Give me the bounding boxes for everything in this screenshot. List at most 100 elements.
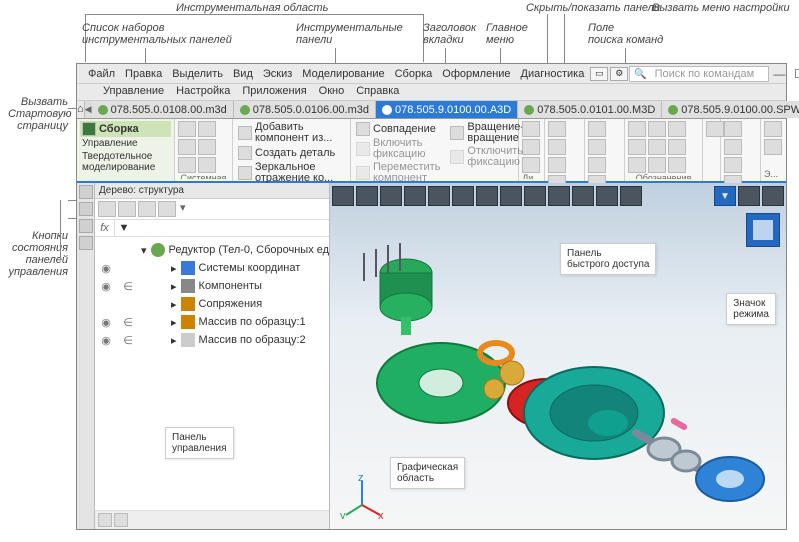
tree-item[interactable]: Массив по образцу:2 [199,334,306,346]
tool-icon[interactable] [588,157,606,173]
home-tab-icon[interactable]: ⌂ [77,101,85,118]
tool-icon[interactable] [724,121,742,137]
menu-view[interactable]: Вид [228,66,258,82]
vtool-filter-icon[interactable]: ▼ [714,186,736,206]
toggle-panels-icon[interactable]: ▭ [590,67,608,81]
tree-item[interactable]: Массив по образцу:1 [199,316,306,328]
state-button-icon[interactable] [79,202,93,216]
vtool-icon[interactable] [572,186,594,206]
create-part[interactable]: Создать деталь [236,145,347,161]
tab-3[interactable]: 078.505.0.0101.00.M3D [518,101,662,118]
panelset-manage[interactable]: Управление [80,137,171,150]
menu-diag[interactable]: Диагностика [516,66,590,82]
tool-icon[interactable] [764,139,782,155]
vtool-icon[interactable] [332,186,354,206]
tree-tool-icon[interactable] [98,201,116,217]
vtool-icon[interactable] [476,186,498,206]
vtool-icon[interactable] [380,186,402,206]
tree-view[interactable]: ▾Редуктор (Тел-0, Сборочных един ◉▸Систе… [95,237,329,510]
rotation[interactable]: Вращение- вращение [448,121,526,145]
tree-tool-icon[interactable] [118,201,136,217]
vtool-icon[interactable] [762,186,784,206]
tool-icon[interactable] [724,139,742,155]
vtool-icon[interactable] [500,186,522,206]
state-button-icon[interactable] [79,236,93,250]
tab-0[interactable]: 078.505.0.0108.00.m3d [92,101,234,118]
tool-icon[interactable] [198,121,216,137]
minimize-button[interactable]: — [769,67,789,81]
menu-modeling[interactable]: Моделирование [297,66,389,82]
maximize-button[interactable]: ☐ [789,67,799,81]
tool-icon[interactable] [668,121,686,137]
tool-icon[interactable] [548,139,566,155]
tool-icon[interactable] [588,121,606,137]
tree-bot-icon[interactable] [98,513,112,527]
panelset-title[interactable]: Сборка [80,121,171,137]
tool-icon[interactable] [628,121,646,137]
panelset-solid[interactable]: Твердотельное моделирование [80,150,171,174]
menu-design[interactable]: Оформление [437,66,515,82]
svg-text:x: x [378,510,384,519]
menu-file[interactable]: Файл [83,66,120,82]
state-button-icon[interactable] [79,185,93,199]
menu-select[interactable]: Выделить [167,66,228,82]
tree-item[interactable]: Системы координат [199,262,301,274]
vtool-icon[interactable] [428,186,450,206]
menu-edit[interactable]: Правка [120,66,167,82]
tool-icon[interactable] [548,121,566,137]
tool-icon[interactable] [648,139,666,155]
menu-apps[interactable]: Приложения [236,84,312,100]
tool-icon[interactable] [522,121,540,137]
vtool-icon[interactable] [452,186,474,206]
enable-fix[interactable]: Включить фиксацию [354,137,442,161]
tool-icon[interactable] [198,139,216,155]
disable-fix[interactable]: Отключить фиксацию [448,145,526,169]
add-component[interactable]: Добавить компонент из... [236,121,347,145]
tool-icon[interactable] [548,157,566,173]
menu-help[interactable]: Справка [350,84,405,100]
tool-icon[interactable] [764,121,782,137]
tool-icon[interactable] [648,157,666,173]
menu-manage[interactable]: Управление [97,84,170,100]
vtool-icon[interactable] [548,186,570,206]
tool-icon[interactable] [628,157,646,173]
tree-item[interactable]: Сопряжения [199,298,263,310]
menu-assembly[interactable]: Сборка [390,66,438,82]
tool-icon[interactable] [724,157,742,173]
vtool-icon[interactable] [620,186,642,206]
viewport[interactable]: ▼ [330,183,786,529]
move-component[interactable]: Переместить компонент [354,161,442,185]
menu-window[interactable]: Окно [313,84,351,100]
vtool-icon[interactable] [596,186,618,206]
tool-icon[interactable] [648,121,666,137]
tool-icon[interactable] [628,139,646,155]
vtool-icon[interactable] [524,186,546,206]
mirror-component[interactable]: Зеркальное отражение ко... [236,161,347,185]
tree-tool-icon[interactable] [158,201,176,217]
filter-icon[interactable]: ▼ [115,220,133,236]
coincidence[interactable]: Совпадение [354,121,442,137]
menu-settings[interactable]: Настройка [170,84,236,100]
menu-sketch[interactable]: Эскиз [258,66,297,82]
tree-root[interactable]: Редуктор (Тел-0, Сборочных един [169,244,329,256]
tab-4[interactable]: 078.505.9.0100.00.SPW [662,101,799,118]
tree-item[interactable]: Компоненты [199,280,262,292]
command-search-input[interactable]: 🔍 Поиск по командам (Alt+/) [629,66,769,82]
tool-icon[interactable] [178,157,196,173]
tool-icon[interactable] [588,139,606,155]
tool-icon[interactable] [668,157,686,173]
tool-icon[interactable] [178,121,196,137]
tool-icon[interactable] [668,139,686,155]
settings-menu-icon[interactable]: ⚙ [610,67,628,81]
tool-icon[interactable] [178,139,196,155]
tabs-prev-icon[interactable]: ◀ [85,101,92,118]
tab-2[interactable]: 078.505.9.0100.00.A3D [376,101,518,118]
tree-bot-icon[interactable] [114,513,128,527]
vtool-icon[interactable] [356,186,378,206]
vtool-icon[interactable] [738,186,760,206]
state-button-icon[interactable] [79,219,93,233]
tree-tool-icon[interactable] [138,201,156,217]
tab-1[interactable]: 078.505.0.0106.00.m3d [234,101,376,118]
tool-icon[interactable] [198,157,216,173]
vtool-icon[interactable] [404,186,426,206]
